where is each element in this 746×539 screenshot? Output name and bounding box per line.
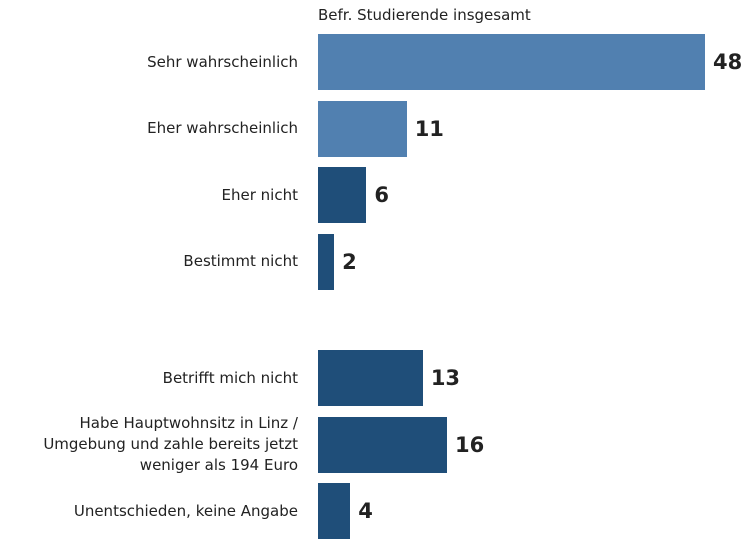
bar (318, 167, 367, 223)
bar (318, 233, 335, 290)
bar (318, 483, 351, 539)
value-label: 4 (358, 499, 373, 523)
category-label: Sehr wahrscheinlich (147, 52, 298, 71)
bar (318, 416, 447, 473)
subtitle: Befr. Studierende insgesamt (318, 6, 531, 24)
category-label: Betrifft mich nicht (162, 368, 298, 387)
category-label: Eher nicht (221, 185, 298, 204)
value-label: 6 (374, 183, 389, 207)
category-label: Habe Hauptwohnsitz in Linz / Umgebung un… (43, 414, 298, 474)
category-label: Bestimmt nicht (183, 252, 298, 270)
bar (318, 34, 705, 90)
category-label: Eher wahrscheinlich (147, 119, 298, 137)
value-label: 16 (455, 432, 485, 457)
value-label: 11 (414, 116, 444, 141)
bar (318, 100, 407, 157)
value-label: 48 (713, 50, 743, 74)
bar (318, 350, 423, 406)
value-label: 13 (430, 366, 461, 390)
value-label: 2 (342, 249, 357, 274)
category-label: Unentschieden, keine Angabe (73, 501, 298, 520)
